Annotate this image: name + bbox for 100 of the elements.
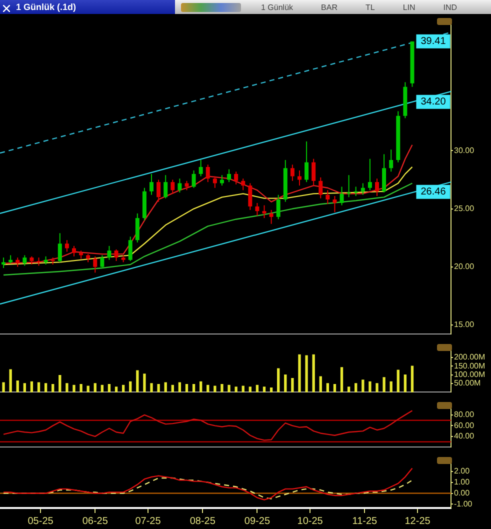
bar bbox=[178, 382, 182, 392]
bar bbox=[100, 384, 104, 392]
candlestick bbox=[72, 245, 76, 257]
candlestick bbox=[290, 164, 294, 182]
candlestick bbox=[150, 173, 154, 196]
bar bbox=[214, 386, 216, 392]
bar bbox=[305, 355, 308, 392]
y-tick-label: 40.00 bbox=[454, 432, 475, 441]
bar bbox=[382, 377, 386, 392]
bar bbox=[376, 383, 378, 392]
bar bbox=[157, 384, 160, 392]
y-tick-label: 200.00M bbox=[454, 352, 486, 362]
text: BAR bbox=[321, 2, 338, 12]
bar bbox=[256, 384, 259, 392]
bar bbox=[185, 384, 188, 392]
y-tick-label: 15.00 bbox=[454, 320, 475, 330]
annotation: 39.41 bbox=[420, 36, 446, 48]
y-tick-label: 2.00 bbox=[454, 466, 470, 476]
candlestick bbox=[368, 158, 372, 191]
bar bbox=[122, 384, 125, 392]
bar bbox=[171, 384, 174, 392]
bar bbox=[108, 384, 111, 392]
candlestick bbox=[389, 149, 394, 172]
bar bbox=[150, 383, 153, 392]
bar bbox=[72, 384, 76, 392]
candlestick bbox=[192, 170, 196, 188]
candlestick bbox=[318, 176, 323, 199]
candlestick bbox=[332, 196, 337, 213]
bar bbox=[164, 382, 167, 392]
candlestick bbox=[184, 180, 189, 191]
y-tick-label: 100.00M bbox=[454, 370, 486, 379]
candlestick bbox=[178, 178, 182, 194]
candlestick bbox=[340, 186, 344, 206]
y-tick-label: 80.00 bbox=[454, 410, 475, 420]
candlestick bbox=[248, 182, 252, 210]
bar bbox=[234, 386, 238, 392]
bar bbox=[228, 384, 230, 392]
candlestick bbox=[241, 178, 246, 191]
candlestick bbox=[304, 140, 309, 183]
y-tick-label: 0.00 bbox=[454, 488, 470, 498]
bar bbox=[37, 382, 40, 392]
bar bbox=[362, 380, 364, 392]
candlestick bbox=[93, 256, 98, 274]
candlestick bbox=[262, 204, 266, 219]
annotation: 26.46 bbox=[420, 186, 446, 198]
bar bbox=[129, 381, 132, 392]
bar bbox=[248, 386, 252, 392]
candlestick bbox=[276, 194, 280, 220]
x-tick-label: 06-25 bbox=[82, 516, 108, 527]
candlestick bbox=[2, 257, 6, 269]
text: 1 Günlük bbox=[261, 2, 294, 12]
bar bbox=[326, 383, 330, 392]
x-tick-label: 12-25 bbox=[404, 516, 431, 527]
candlestick bbox=[64, 240, 69, 252]
bar bbox=[404, 374, 407, 392]
bar bbox=[410, 366, 414, 392]
annotation: 34.20 bbox=[420, 96, 446, 108]
candlestick bbox=[382, 154, 386, 194]
candlestick bbox=[156, 179, 161, 202]
candlestick bbox=[170, 179, 175, 194]
bar bbox=[52, 384, 54, 392]
bar bbox=[340, 367, 344, 392]
x-tick-label: 10-25 bbox=[297, 516, 324, 527]
candlestick bbox=[234, 171, 238, 185]
candlestick bbox=[375, 178, 380, 196]
candlestick bbox=[22, 254, 27, 266]
candlestick bbox=[220, 174, 224, 186]
bar bbox=[277, 368, 280, 392]
candlestick bbox=[212, 176, 217, 188]
bar bbox=[390, 381, 392, 392]
y-tick-label: 50.00M bbox=[454, 378, 482, 388]
bar bbox=[368, 381, 372, 392]
bar bbox=[200, 381, 202, 392]
y-tick-label: 60.00 bbox=[454, 420, 475, 430]
bar bbox=[58, 374, 62, 392]
bar bbox=[80, 384, 82, 392]
bar bbox=[94, 383, 96, 392]
bar bbox=[319, 376, 322, 392]
bar bbox=[136, 370, 139, 392]
candlestick bbox=[255, 202, 260, 216]
x-tick-label: 07-25 bbox=[135, 516, 162, 527]
y-tick-label: 1.00 bbox=[454, 478, 470, 487]
bar bbox=[312, 354, 315, 392]
candlestick bbox=[58, 232, 62, 263]
candlestick bbox=[128, 236, 132, 262]
bar bbox=[114, 386, 118, 392]
candlestick bbox=[135, 212, 140, 243]
candlestick bbox=[198, 160, 203, 177]
bar bbox=[9, 369, 12, 392]
x-tick-label: 05-25 bbox=[28, 516, 54, 527]
y-tick-label: 25.00 bbox=[454, 204, 475, 213]
candlestick bbox=[326, 190, 330, 205]
bar bbox=[354, 383, 358, 392]
x-tick-label: 08-25 bbox=[190, 516, 216, 527]
candlestick bbox=[206, 164, 210, 183]
bar bbox=[143, 374, 146, 392]
candlestick bbox=[114, 248, 118, 262]
x-tick-label: 11-25 bbox=[352, 516, 378, 527]
candlestick bbox=[100, 254, 104, 269]
bar bbox=[192, 384, 196, 392]
